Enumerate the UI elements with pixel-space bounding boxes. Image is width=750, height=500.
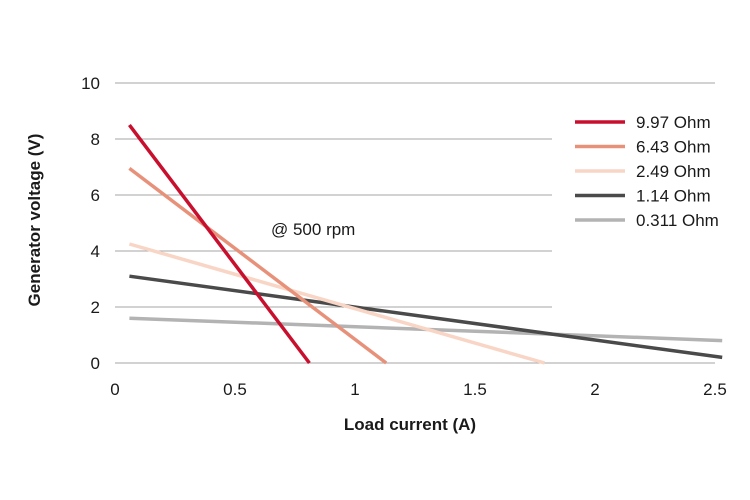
x-tick-labels: 0 0.5 1 1.5 2 2.5 [110,380,727,399]
y-axis-title: Generator voltage (V) [25,134,44,307]
x-tick-label: 1.5 [463,380,487,399]
y-tick-label: 8 [91,130,100,149]
x-tick-label: 1 [350,380,359,399]
series-lines [128,123,723,365]
legend-label: 9.97 Ohm [636,113,711,132]
annotation-rpm: @ 500 rpm [271,220,355,239]
y-tick-label: 10 [81,74,100,93]
legend-label: 2.49 Ohm [636,162,711,181]
series-line [129,274,723,360]
x-tick-label: 2 [590,380,599,399]
series-line [128,242,546,365]
legend-label: 0.311 Ohm [636,211,719,230]
series-line [128,123,311,365]
legend: 9.97 Ohm 6.43 Ohm 2.49 Ohm 1.14 Ohm 0.311 Oh… [575,113,719,230]
y-tick-labels: 0 2 4 6 8 10 [81,74,100,373]
y-tick-label: 4 [91,242,100,261]
legend-label: 1.14 Ohm [636,187,711,206]
x-tick-label: 2.5 [703,380,727,399]
x-axis-title: Load current (A) [344,415,476,434]
y-tick-label: 6 [91,186,100,205]
gridlines [115,82,715,364]
x-tick-label: 0 [110,380,119,399]
series-line [128,167,388,365]
y-tick-label: 2 [91,298,100,317]
legend-label: 6.43 Ohm [636,138,711,157]
x-tick-label: 0.5 [223,380,247,399]
y-tick-label: 0 [91,354,100,373]
